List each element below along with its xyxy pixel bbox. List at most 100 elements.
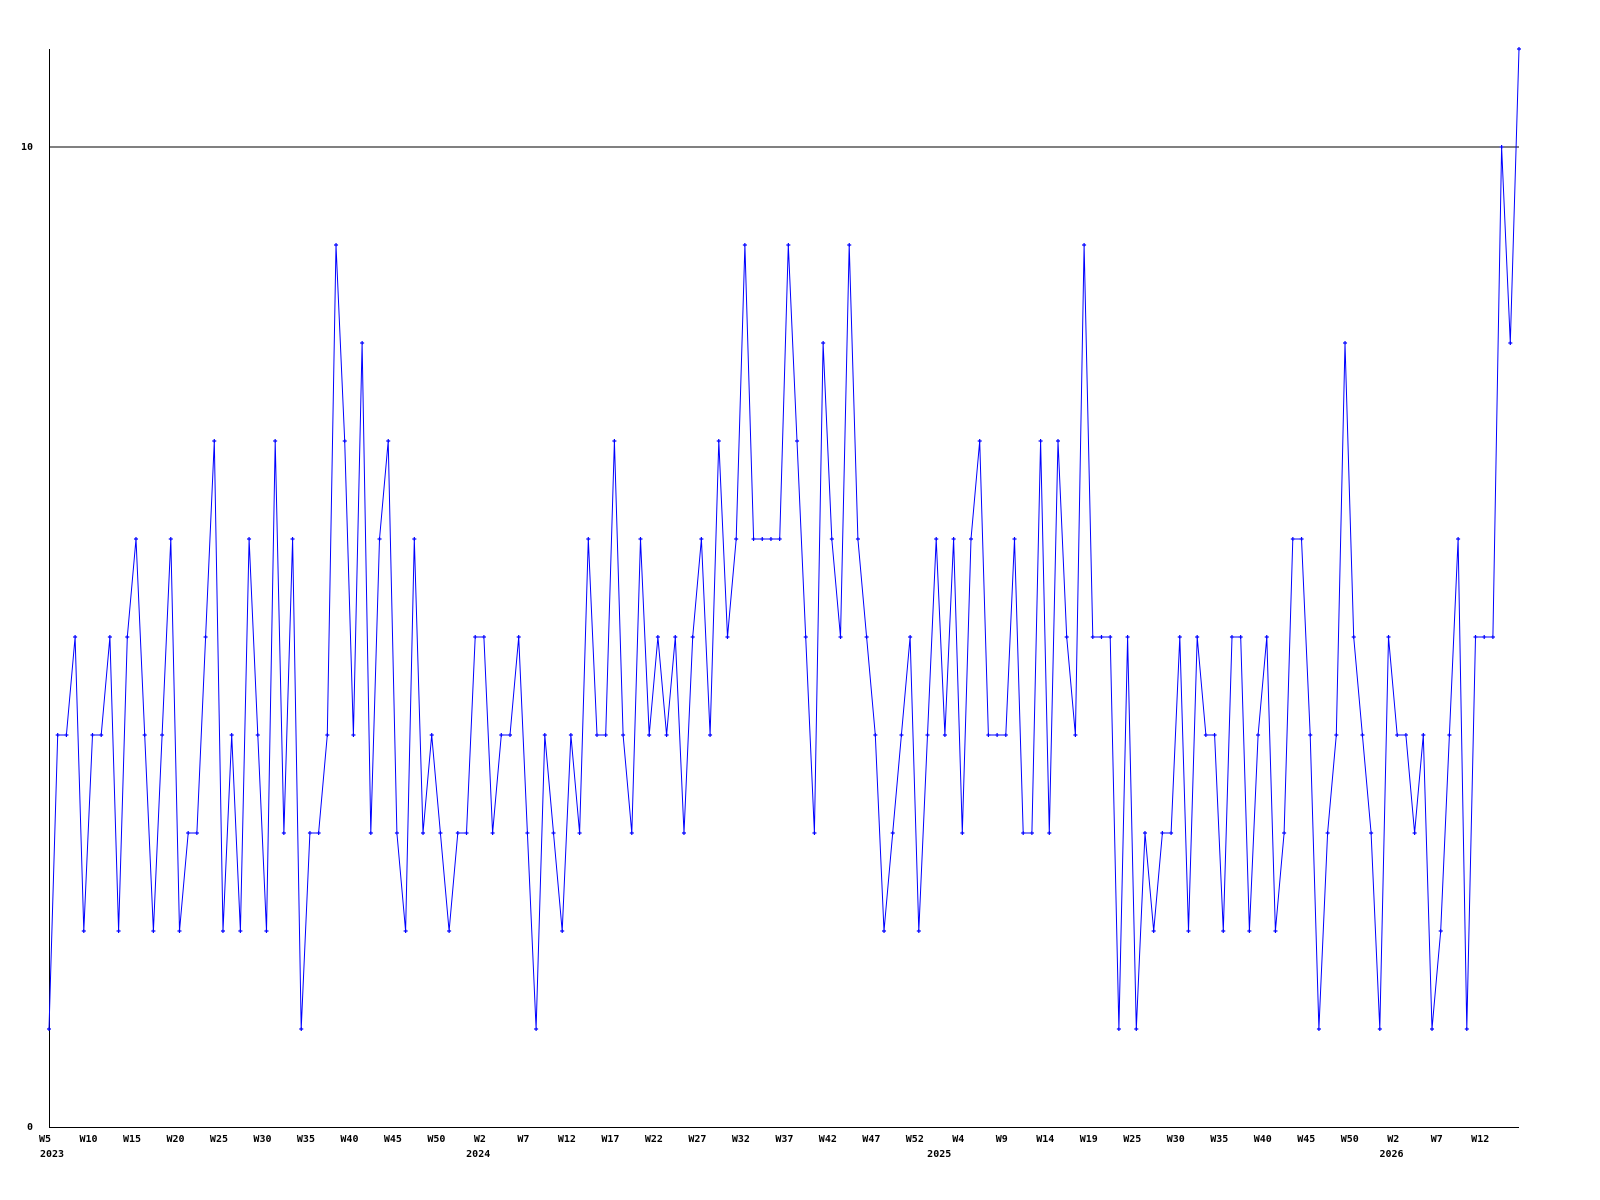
data-point bbox=[1238, 635, 1243, 639]
data-point-marker bbox=[1038, 439, 1043, 443]
data-point-marker bbox=[760, 537, 765, 541]
data-point bbox=[1142, 831, 1147, 835]
data-point bbox=[690, 635, 695, 639]
data-point-marker bbox=[986, 733, 991, 737]
data-point-marker bbox=[1473, 635, 1478, 639]
data-point-marker bbox=[499, 733, 504, 737]
data-point bbox=[264, 929, 269, 933]
data-point-marker bbox=[1116, 1027, 1121, 1031]
data-point bbox=[429, 733, 434, 737]
data-point-marker bbox=[1464, 1027, 1469, 1031]
data-point bbox=[99, 733, 104, 737]
x-tick-label: W42 bbox=[819, 1134, 837, 1145]
data-point bbox=[386, 439, 391, 443]
data-point-marker bbox=[1238, 635, 1243, 639]
data-point-marker bbox=[1343, 341, 1348, 345]
data-point bbox=[1021, 831, 1026, 835]
data-point-marker bbox=[1386, 635, 1391, 639]
data-point-marker bbox=[1021, 831, 1026, 835]
data-point bbox=[1334, 733, 1339, 737]
data-point bbox=[786, 243, 791, 247]
data-point-marker bbox=[238, 929, 243, 933]
x-tick-label: W32 bbox=[732, 1134, 750, 1145]
data-point bbox=[64, 733, 69, 737]
data-point bbox=[1299, 537, 1304, 541]
data-point bbox=[1073, 733, 1078, 737]
data-point-marker bbox=[1055, 439, 1060, 443]
data-point bbox=[838, 635, 843, 639]
data-point-marker bbox=[1169, 831, 1174, 835]
data-point-marker bbox=[1264, 635, 1269, 639]
data-point bbox=[125, 635, 130, 639]
data-point-marker bbox=[855, 537, 860, 541]
data-point-marker bbox=[603, 733, 608, 737]
data-point-marker bbox=[1395, 733, 1400, 737]
data-point bbox=[1325, 831, 1330, 835]
data-point-marker bbox=[194, 831, 199, 835]
data-point-marker bbox=[186, 831, 191, 835]
x-tick-label: W15 bbox=[123, 1134, 141, 1145]
data-point bbox=[899, 733, 904, 737]
data-point-marker bbox=[1108, 635, 1113, 639]
data-point bbox=[803, 635, 808, 639]
data-point-marker bbox=[1482, 635, 1487, 639]
data-point bbox=[795, 439, 800, 443]
data-point-marker bbox=[1282, 831, 1287, 835]
data-point bbox=[1464, 1027, 1469, 1031]
data-point bbox=[168, 537, 173, 541]
x-tick-label: W47 bbox=[862, 1134, 880, 1145]
data-point-marker bbox=[873, 733, 878, 737]
data-point-marker bbox=[125, 635, 130, 639]
data-point-marker bbox=[99, 733, 104, 737]
data-point bbox=[560, 929, 565, 933]
data-point-marker bbox=[299, 1027, 304, 1031]
data-point bbox=[1508, 341, 1513, 345]
data-point bbox=[742, 243, 747, 247]
data-point-marker bbox=[1012, 537, 1017, 541]
data-point bbox=[1282, 831, 1287, 835]
data-point-marker bbox=[977, 439, 982, 443]
data-point bbox=[586, 537, 591, 541]
data-point-marker bbox=[1047, 831, 1052, 835]
data-point-marker bbox=[1142, 831, 1147, 835]
data-point-marker bbox=[1456, 537, 1461, 541]
data-point-marker bbox=[403, 929, 408, 933]
data-point bbox=[47, 1027, 51, 1031]
data-point bbox=[1012, 537, 1017, 541]
x-tick-label: W12 bbox=[1471, 1134, 1489, 1145]
data-point bbox=[81, 929, 86, 933]
data-point-marker bbox=[447, 929, 452, 933]
data-point bbox=[821, 341, 826, 345]
data-point bbox=[55, 733, 60, 737]
data-point bbox=[1177, 635, 1182, 639]
data-point-marker bbox=[438, 831, 443, 835]
data-point-marker bbox=[1377, 1027, 1382, 1031]
data-point-marker bbox=[351, 733, 356, 737]
data-point bbox=[594, 733, 599, 737]
data-point bbox=[1316, 1027, 1321, 1031]
data-point bbox=[812, 831, 817, 835]
data-point-marker bbox=[690, 635, 695, 639]
data-point bbox=[681, 831, 686, 835]
data-point-marker bbox=[1447, 733, 1452, 737]
data-point bbox=[864, 635, 869, 639]
data-point-marker bbox=[264, 929, 269, 933]
data-point bbox=[1203, 733, 1208, 737]
data-point-marker bbox=[1221, 929, 1226, 933]
data-point-marker bbox=[1203, 733, 1208, 737]
data-point bbox=[699, 537, 704, 541]
data-point bbox=[969, 537, 974, 541]
data-point-marker bbox=[673, 635, 678, 639]
data-point-marker bbox=[1430, 1027, 1435, 1031]
x-tick-label: W35 bbox=[1210, 1134, 1228, 1145]
data-point bbox=[568, 733, 573, 737]
x-tick-label: W52 bbox=[906, 1134, 924, 1145]
data-point bbox=[1247, 929, 1252, 933]
data-point-marker bbox=[151, 929, 156, 933]
data-point bbox=[612, 439, 617, 443]
data-point bbox=[916, 929, 921, 933]
data-point bbox=[325, 733, 330, 737]
data-point-marker bbox=[1073, 733, 1078, 737]
data-point-marker bbox=[716, 439, 721, 443]
